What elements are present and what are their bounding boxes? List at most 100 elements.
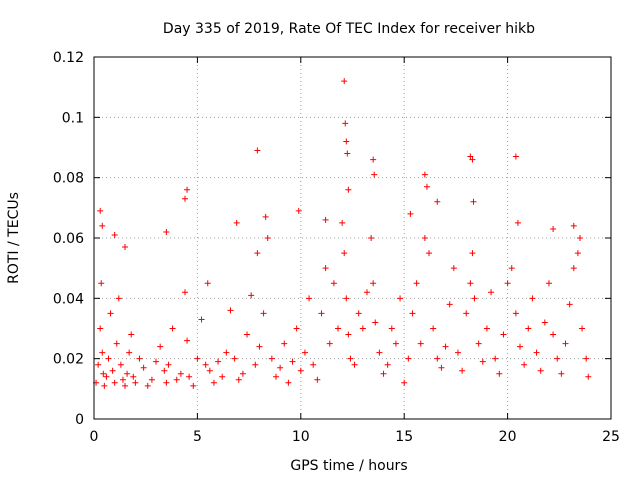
data-point — [554, 355, 561, 362]
data-point — [318, 310, 325, 317]
data-point — [421, 235, 428, 241]
data-point — [144, 382, 151, 389]
data-point — [264, 235, 271, 241]
data-point — [500, 331, 507, 338]
data-point — [256, 343, 263, 350]
grid — [94, 57, 611, 419]
data-point — [342, 120, 349, 127]
data-point — [537, 367, 544, 374]
data-point — [181, 195, 188, 202]
data-point — [223, 349, 230, 356]
data-point — [401, 379, 408, 386]
data-point — [98, 280, 105, 287]
data-point — [417, 340, 424, 347]
data-point — [163, 228, 170, 235]
data-point — [99, 222, 106, 229]
data-point — [281, 340, 288, 347]
x-axis-label: GPS time / hours — [290, 458, 407, 474]
data-point — [244, 331, 251, 338]
data-point — [157, 343, 164, 350]
data-point — [550, 225, 557, 232]
data-point — [496, 370, 503, 377]
data-point — [198, 316, 205, 323]
data-point — [99, 349, 106, 356]
data-point — [574, 250, 581, 257]
data-point — [297, 367, 304, 374]
data-point — [407, 210, 414, 217]
data-point — [260, 310, 267, 317]
data-point — [438, 364, 445, 371]
data-point — [566, 301, 573, 308]
y-tick-label: 0 — [75, 412, 84, 428]
data-point — [124, 370, 131, 377]
data-point — [115, 295, 122, 302]
data-point — [186, 373, 193, 380]
data-point — [446, 301, 453, 308]
data-point — [541, 319, 548, 326]
data-point — [469, 156, 476, 163]
data-point — [514, 219, 521, 226]
y-tick-label: 0.04 — [53, 291, 84, 307]
data-point — [117, 361, 124, 368]
data-point — [512, 153, 519, 160]
data-point — [583, 355, 590, 362]
data-point — [562, 340, 569, 347]
data-point — [101, 382, 108, 389]
data-point — [105, 355, 112, 362]
data-point — [252, 361, 259, 368]
data-point — [470, 198, 477, 205]
data-point — [161, 367, 168, 374]
data-point — [376, 349, 383, 356]
data-point — [421, 171, 428, 178]
data-point — [550, 331, 557, 338]
data-point — [463, 310, 470, 317]
data-point — [169, 325, 176, 332]
data-point — [479, 358, 486, 365]
data-point — [113, 340, 120, 347]
data-point — [355, 310, 362, 317]
data-point — [119, 376, 126, 383]
data-point — [570, 222, 577, 229]
data-point — [359, 325, 366, 332]
data-point — [341, 78, 348, 85]
data-point — [576, 235, 583, 241]
data-point — [434, 355, 441, 362]
data-point — [533, 349, 540, 356]
data-point — [136, 355, 143, 362]
data-point — [558, 370, 565, 377]
data-point — [277, 364, 284, 371]
data-point — [254, 250, 261, 257]
data-point — [335, 325, 342, 332]
data-point — [508, 265, 515, 272]
data-point — [585, 373, 592, 380]
data-point — [132, 379, 139, 386]
data-point — [219, 373, 226, 380]
data-point — [293, 325, 300, 332]
data-point — [254, 147, 261, 154]
data-point — [227, 307, 234, 314]
data-point — [409, 310, 416, 317]
data-point — [235, 376, 242, 383]
data-point — [525, 325, 532, 332]
data-point — [140, 364, 147, 371]
data-point — [413, 280, 420, 287]
data-point — [343, 295, 350, 302]
data-point — [517, 343, 524, 350]
data-point — [233, 219, 240, 226]
data-point — [426, 250, 433, 257]
data-point — [128, 331, 135, 338]
data-point — [469, 250, 476, 257]
data-point — [454, 349, 461, 356]
data-point — [345, 186, 352, 193]
data-point — [239, 370, 246, 377]
x-tick-label: 15 — [395, 429, 413, 445]
data-points — [93, 78, 592, 389]
data-point — [529, 295, 536, 302]
data-point — [570, 265, 577, 272]
data-point — [351, 361, 358, 368]
data-point — [310, 361, 317, 368]
data-point — [579, 325, 586, 332]
data-point — [442, 343, 449, 350]
data-point — [380, 370, 387, 377]
x-tick-label: 5 — [193, 429, 202, 445]
